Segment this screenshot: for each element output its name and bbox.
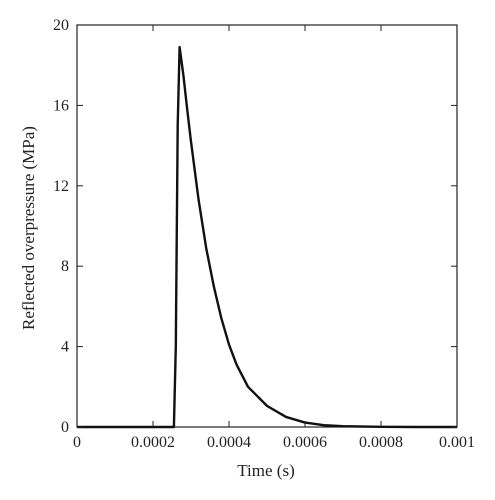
y-tick-label: 4 xyxy=(61,339,69,356)
x-tick-label: 0.001 xyxy=(439,434,475,451)
plot-area xyxy=(76,24,458,429)
x-axis-label: Time (s) xyxy=(237,461,294,480)
series-line xyxy=(77,45,457,429)
y-axis: 0 4 8 12 16 20 xyxy=(53,17,457,436)
y-tick-label: 12 xyxy=(53,178,69,195)
plot-frame xyxy=(76,24,458,428)
y-axis-label: Reflected overpressure (MPa) xyxy=(19,126,38,330)
x-tick-label: 0 xyxy=(73,434,81,451)
y-tick-label: 20 xyxy=(53,17,69,34)
y-tick-label: 8 xyxy=(61,258,69,275)
x-tick-label: 0.0004 xyxy=(207,434,251,451)
x-tick-label: 0.0002 xyxy=(131,434,175,451)
y-tick-label: 16 xyxy=(53,97,69,114)
y-tick-label: 0 xyxy=(61,419,69,436)
x-axis: 0 0.0002 0.0004 0.0006 0.0008 0.001 xyxy=(73,25,475,451)
x-tick-label: 0.0006 xyxy=(283,434,327,451)
x-tick-label: 0.0008 xyxy=(359,434,403,451)
